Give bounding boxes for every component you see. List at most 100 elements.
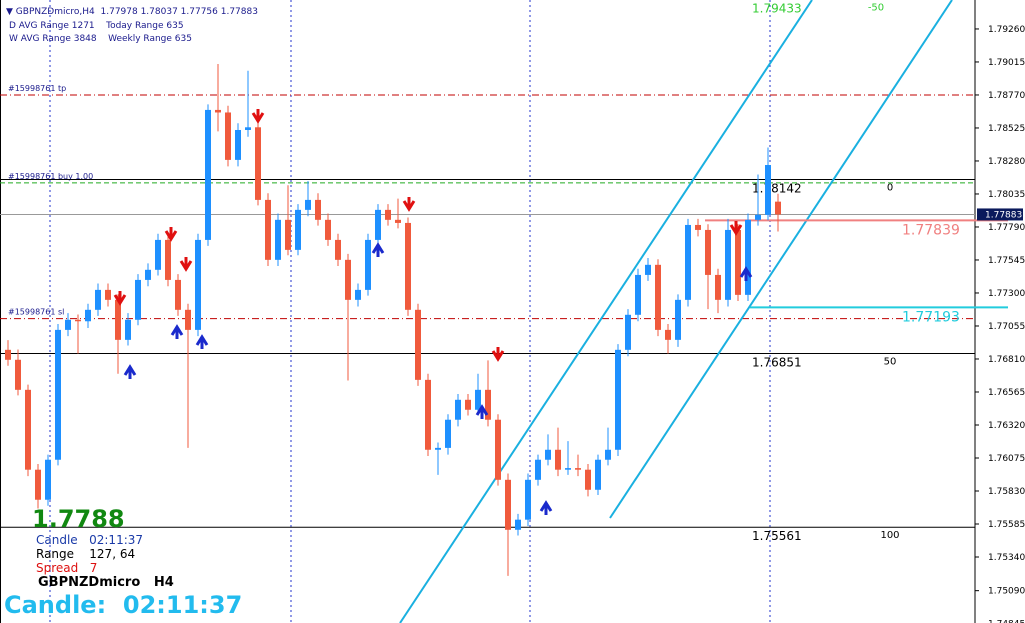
candle-body [105,289,111,300]
candle-body [195,239,201,330]
candle-body [245,127,251,130]
y-tick-label: 1.77300 [988,289,1025,299]
candle-body [745,219,751,295]
candle-body [275,219,281,260]
y-tick-label: 1.78770 [988,91,1025,101]
y-tick-label: 1.76810 [988,355,1025,365]
candle-body [555,449,561,470]
y-tick-label: 1.75090 [988,587,1025,597]
candle-body [155,239,161,270]
order-label: #15998761 sl [8,308,64,317]
candle-body [5,349,11,360]
big-candle-timer: Candle: 02:11:37 [4,591,243,619]
fib-percent: 0 [887,183,893,194]
candle-body [675,299,681,340]
candle-body [125,319,131,340]
price-axis [975,0,1025,623]
candle-body [615,349,621,450]
candle-body [575,468,581,470]
candle-body [755,214,761,220]
candle-body [265,199,271,260]
y-tick-label: 1.77790 [988,223,1025,233]
candle-body [535,459,541,480]
candle-body [215,109,221,113]
fib-price: 1.76851 [752,355,802,369]
candle-body [185,309,191,330]
candle-body [205,109,211,240]
channel-line [399,0,813,623]
candle-body [75,319,81,322]
buy-arrow [739,266,753,281]
candle-body [585,469,591,490]
candle-body [565,468,571,470]
y-tick-label: 1.77545 [988,256,1025,266]
candle-body [385,209,391,220]
candle-body [175,279,181,310]
fib-price: 1.79433 [752,2,802,16]
candle-body [145,269,151,280]
y-tick-label: 1.78280 [988,157,1025,167]
y-tick-label: 1.79260 [988,25,1025,35]
y-tick-label: 1.75585 [988,520,1025,530]
symbol-label: GBPNZDmicro H4 [38,575,174,590]
candle-body [345,259,351,300]
candle-body [485,389,491,420]
candle-body [455,399,461,420]
y-tick-label: 1.76565 [988,388,1025,398]
candle-body [95,289,101,310]
candle-body [45,459,51,500]
candle-body [35,469,41,500]
candle-body [465,399,471,410]
buy-arrow [170,324,184,339]
candle-body [635,274,641,315]
candle-body [55,329,61,460]
candle-body [685,224,691,300]
y-tick-label: 1.79015 [988,58,1025,68]
candle-body [605,449,611,460]
y-tick-label: 1.76075 [988,454,1025,464]
candle-body [595,459,601,490]
buy-arrow [123,364,137,379]
candle-body [415,309,421,380]
candle-body [315,199,321,220]
sell-arrow [251,109,265,124]
buy-arrow [475,404,489,419]
y-tick-label: 1.78525 [988,124,1025,134]
buy-arrow [539,500,553,515]
fib-percent: 50 [884,356,897,367]
buy-arrow [195,334,209,349]
candle-body [405,222,411,310]
y-tick-label: 1.78035 [988,190,1025,200]
candle-body [235,129,241,160]
candle-body [445,419,451,448]
candle-body [375,209,381,240]
spread-line: Spread 7 [36,561,98,575]
candle-body [765,165,771,215]
big-price: 1.7788 [32,505,125,533]
candle-body [425,379,431,450]
candle-body [625,314,631,350]
candle-body [85,309,91,322]
candle-body [115,299,121,340]
candle-body [305,199,311,210]
channel-line [609,0,953,519]
price-box-label: 1.77883 [985,210,1022,220]
y-tick-label: 1.76320 [988,421,1025,431]
y-tick-label: 1.75340 [988,553,1025,563]
symbol-text: GBPNZDmicro,H4 1.77978 1.78037 1.77756 1… [15,7,258,17]
sell-arrow [491,347,505,362]
candle-body [435,447,441,450]
fib-percent: -50 [868,3,884,14]
candle-line: Candle 02:11:37 [36,533,144,547]
price-level-label: 1.77193 [902,309,960,325]
candle-body [285,219,291,250]
sell-arrow [729,221,743,236]
candle-body [495,419,501,480]
y-tick-label: 1.75830 [988,487,1025,497]
candle-body [135,279,141,320]
order-label: #15998761 buy 1.00 [8,172,93,181]
sell-arrow [402,197,416,212]
candle-body [715,274,721,300]
